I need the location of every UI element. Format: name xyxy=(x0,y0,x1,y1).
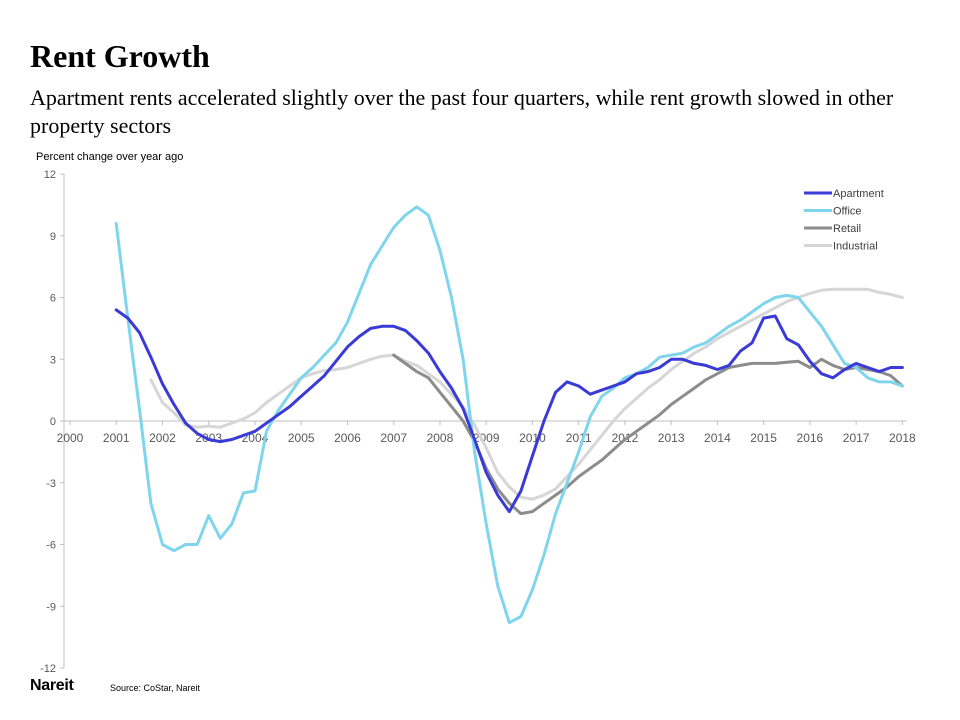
x-tick-label: 2000 xyxy=(57,431,84,445)
x-tick-label: 2014 xyxy=(704,431,731,445)
x-tick-label: 2006 xyxy=(334,431,361,445)
x-tick-label: 2001 xyxy=(103,431,130,445)
y-tick-label: 12 xyxy=(44,169,56,181)
legend-label-industrial: Industrial xyxy=(833,241,878,253)
page-subtitle: Apartment rents accelerated slightly ove… xyxy=(30,85,894,138)
x-tick-label: 2008 xyxy=(427,431,454,445)
y-axis-label: Percent change over year ago xyxy=(36,151,184,163)
y-tick-label: 9 xyxy=(50,231,56,243)
x-tick-label: 2007 xyxy=(380,431,407,445)
series-line-apartment xyxy=(114,308,904,514)
x-tick-label: 2010 xyxy=(519,431,546,445)
source-note: Source: CoStar, Nareit xyxy=(110,683,201,693)
x-tick-label: 2018 xyxy=(889,431,916,445)
y-tick-label: -9 xyxy=(46,601,56,613)
x-tick-label: 2016 xyxy=(797,431,824,445)
series-line-retail xyxy=(392,353,904,516)
x-tick-label: 2015 xyxy=(750,431,777,445)
x-tick-label: 2017 xyxy=(843,431,870,445)
y-tick-label: -6 xyxy=(46,540,56,552)
y-tick-label: -3 xyxy=(46,478,56,490)
legend-label-apartment: Apartment xyxy=(833,188,884,200)
x-tick-label: 2002 xyxy=(149,431,176,445)
legend-label-retail: Retail xyxy=(833,223,861,235)
y-tick-label: 3 xyxy=(50,354,56,366)
logo-text: Nareit xyxy=(30,677,74,694)
y-tick-label: -12 xyxy=(40,663,56,675)
logo-mark: . xyxy=(73,679,76,686)
x-tick-label: 2005 xyxy=(288,431,315,445)
series-line-office xyxy=(114,205,904,625)
y-tick-label: 6 xyxy=(50,293,56,305)
series-line-industrial xyxy=(149,287,904,501)
x-tick-label: 2013 xyxy=(658,431,685,445)
nareit-logo: Nareit. xyxy=(30,677,75,695)
y-tick-label: 0 xyxy=(50,416,56,428)
page-title: Rent Growth xyxy=(30,38,210,74)
x-tick-label: 2011 xyxy=(566,431,592,445)
legend-label-office: Office xyxy=(833,206,862,218)
